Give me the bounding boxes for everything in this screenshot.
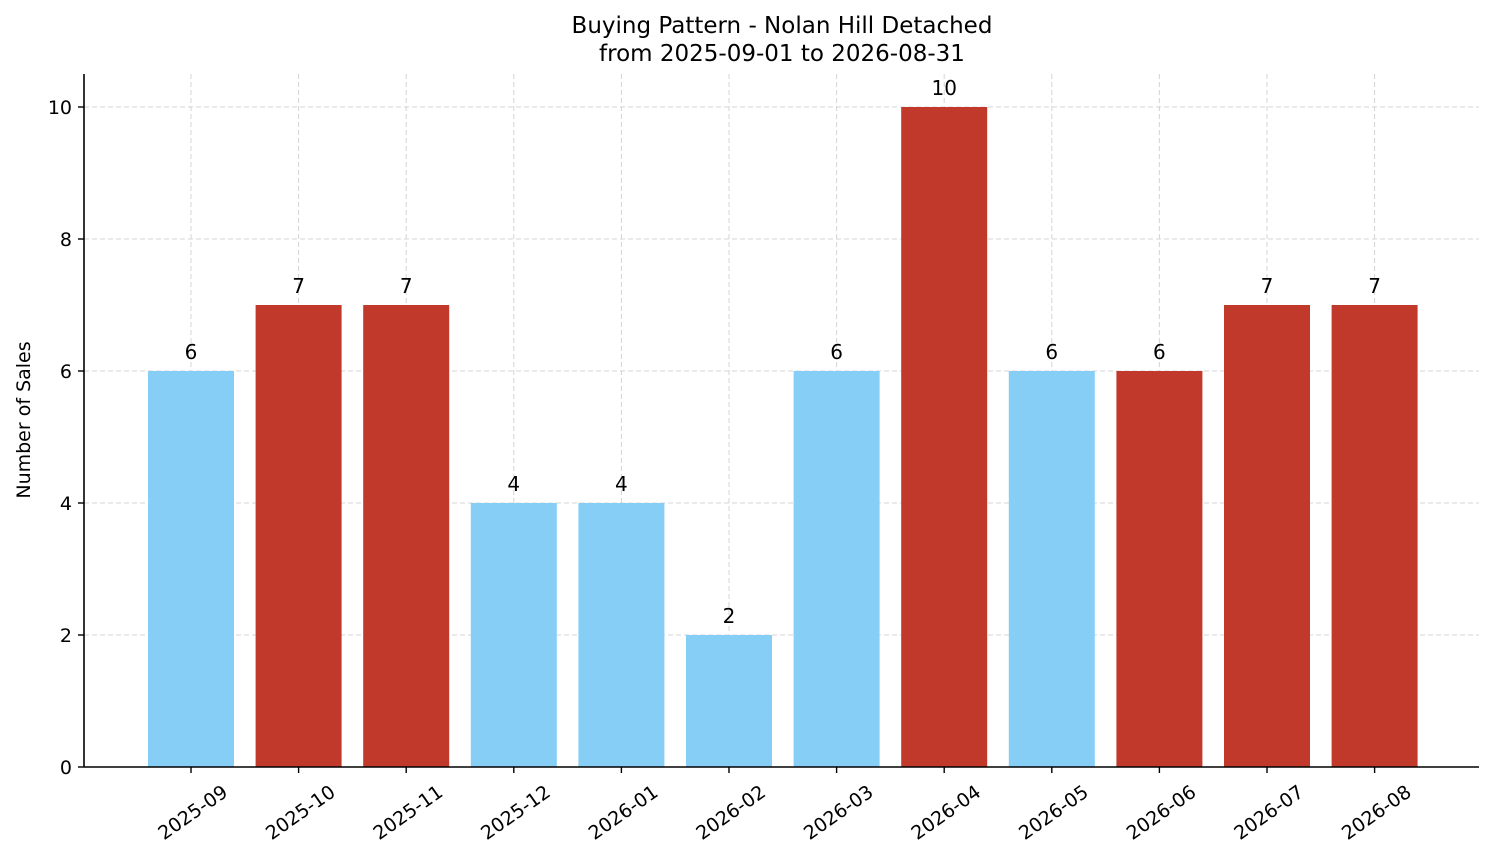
bar-2026-03 [793,371,880,767]
bar-label-2025-11: 7 [400,274,413,298]
bar-2026-06 [1116,371,1203,767]
bar-label-2026-06: 6 [1153,340,1166,364]
y-tick-label-2: 2 [60,625,72,647]
bar-label-2026-03: 6 [830,340,843,364]
y-axis-label: Number of Sales [13,341,35,498]
x-tick-label-2026-02: 2026-02 [692,781,770,845]
x-tick-label-2026-01: 2026-01 [585,781,663,845]
bar-2026-05 [1008,371,1095,767]
bar-value-labels: 6 7 7 4 4 2 6 10 6 6 7 7 [185,76,1381,628]
x-tick-label-2026-04: 2026-04 [907,781,985,845]
x-tick-label-2025-09: 2025-09 [154,781,232,845]
y-tick-label-10: 10 [48,97,72,119]
bar-label-2025-09: 6 [185,340,198,364]
chart-title: Buying Pattern - Nolan Hill Detached [572,13,993,39]
bar-label-2026-07: 7 [1261,274,1274,298]
bar-2025-11 [363,305,450,767]
x-tick-label-2026-07: 2026-07 [1230,781,1308,845]
bar-2025-09 [148,371,234,767]
bar-label-2026-01: 4 [615,472,628,496]
bar-2026-01 [578,503,665,767]
y-tick-label-4: 4 [60,493,72,515]
bar-label-2026-02: 2 [723,604,736,628]
bar-2026-07 [1224,305,1310,767]
x-tick-label-2026-03: 2026-03 [800,781,878,845]
bar-2026-02 [686,635,772,767]
bar-2026-04 [901,107,988,767]
x-tick-label-2025-10: 2025-10 [262,781,340,845]
x-tick-label-2025-12: 2025-12 [477,781,555,845]
bar-2026-08 [1331,305,1418,767]
chart-subtitle: from 2025-09-01 to 2026-08-31 [599,41,965,67]
x-tick-label-2026-05: 2026-05 [1015,781,1093,845]
x-tick-label-2025-11: 2025-11 [369,781,447,845]
x-tick-label-2026-06: 2026-06 [1123,781,1201,845]
y-tick-label-6: 6 [60,361,72,383]
x-tick-label-2026-08: 2026-08 [1338,781,1416,845]
bar-2025-12 [470,503,557,767]
bar-label-2026-05: 6 [1045,340,1058,364]
bars [148,107,1418,767]
bar-label-2026-08: 7 [1368,274,1381,298]
bar-2025-10 [255,305,342,767]
bar-label-2026-04: 10 [931,76,956,100]
y-tick-label-0: 0 [60,757,72,779]
y-tick-label-8: 8 [60,229,72,251]
bar-label-2025-12: 4 [507,472,520,496]
bar-label-2025-10: 7 [292,274,305,298]
